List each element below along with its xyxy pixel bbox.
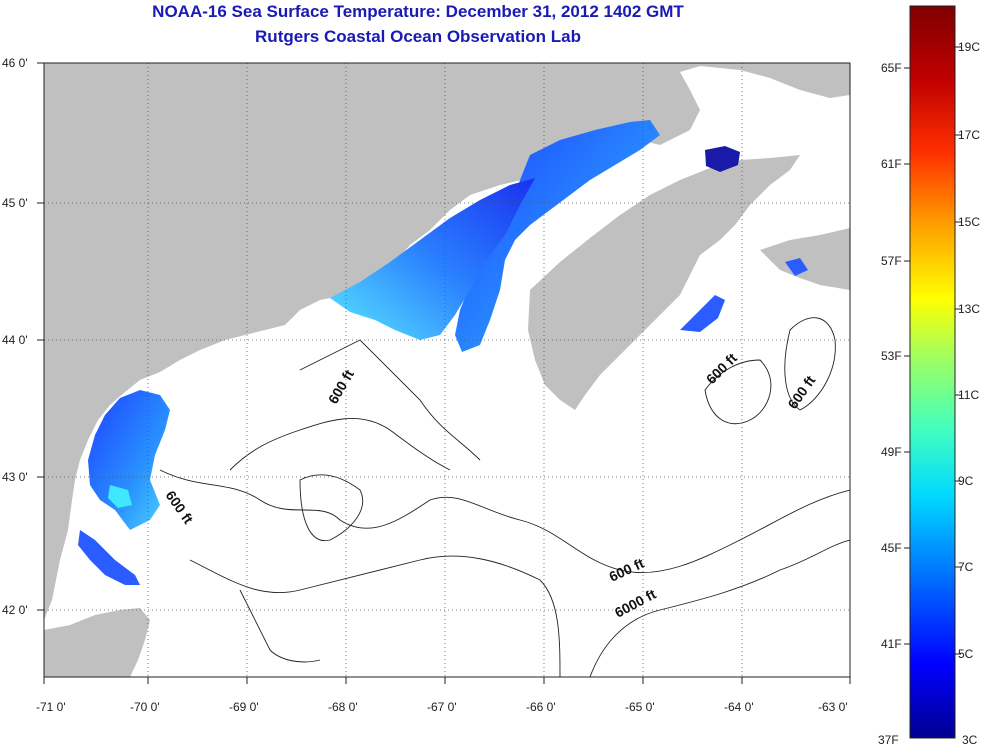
map-subtitle: Rutgers Coastal Ocean Observation Lab bbox=[0, 27, 836, 47]
lon-label: -64 0' bbox=[724, 700, 754, 714]
lon-label: -63 0' bbox=[818, 700, 848, 714]
cb-c-label: 19C bbox=[958, 40, 980, 54]
cb-c-label: 15C bbox=[958, 215, 980, 229]
cb-c-label: 13C bbox=[958, 302, 980, 316]
lat-label: 44 0' bbox=[2, 333, 28, 347]
cb-c-label: 17C bbox=[958, 128, 980, 142]
cb-f-label: 65F bbox=[881, 61, 902, 75]
lon-label: -68 0' bbox=[328, 700, 358, 714]
lat-label: 45 0' bbox=[2, 196, 28, 210]
cb-f-label: 57F bbox=[881, 254, 902, 268]
map-title: NOAA-16 Sea Surface Temperature: Decembe… bbox=[0, 2, 836, 22]
cb-c-label: 5C bbox=[958, 647, 973, 661]
lon-label: -66 0' bbox=[526, 700, 556, 714]
cb-c-label: 11C bbox=[958, 388, 979, 402]
cb-f-label: 53F bbox=[881, 349, 902, 363]
cb-f-label: 45F bbox=[881, 541, 902, 555]
lat-label: 46 0' bbox=[2, 56, 28, 70]
lon-label: -67 0' bbox=[427, 700, 457, 714]
lon-label: -71 0' bbox=[36, 700, 66, 714]
cb-c-label: 9C bbox=[958, 474, 973, 488]
cb-f-label: 49F bbox=[881, 445, 902, 459]
cb-f-label: 37F bbox=[878, 733, 899, 747]
lat-label: 43 0' bbox=[2, 470, 28, 484]
lon-label: -65 0' bbox=[625, 700, 655, 714]
cb-f-label: 41F bbox=[881, 637, 902, 651]
lon-label: -69 0' bbox=[229, 700, 259, 714]
colorbar bbox=[910, 6, 955, 738]
cb-f-label: 61F bbox=[881, 157, 902, 171]
cb-c-label: 3C bbox=[962, 733, 977, 747]
lon-label: -70 0' bbox=[130, 700, 160, 714]
cb-c-label: 7C bbox=[958, 560, 973, 574]
lat-label: 42 0' bbox=[2, 603, 28, 617]
